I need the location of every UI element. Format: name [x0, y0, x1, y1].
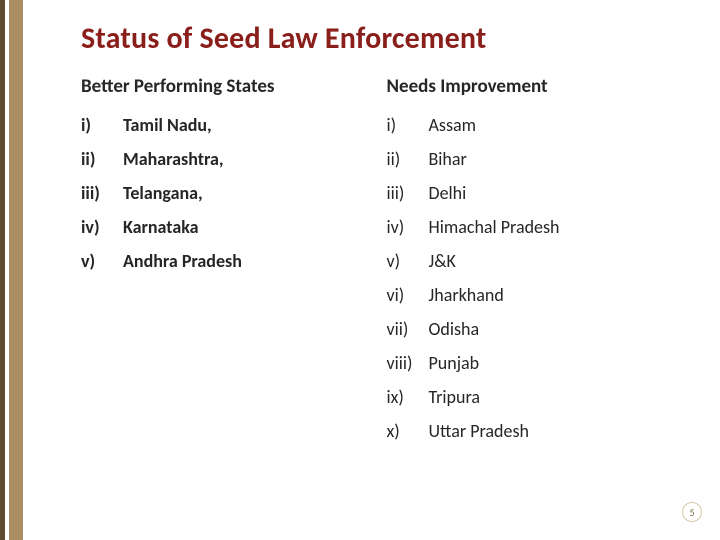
- col-better-performing: Better Performing States i) Tamil Nadu, …: [81, 75, 377, 448]
- page-number: 5: [682, 502, 702, 522]
- item-label: Delhi: [429, 184, 683, 202]
- list-item: v) J&K: [387, 244, 683, 278]
- list-item: iv) Karnataka: [81, 210, 377, 244]
- item-marker: viii): [387, 354, 429, 372]
- side-accent-thick: [9, 0, 23, 540]
- list-item: vi) Jharkhand: [387, 278, 683, 312]
- item-marker: i): [81, 116, 123, 134]
- list-item: ix) Tripura: [387, 380, 683, 414]
- item-marker: iii): [387, 184, 429, 202]
- item-marker: v): [387, 252, 429, 270]
- list-item: ii) Bihar: [387, 142, 683, 176]
- slide-body: Status of Seed Law Enforcement Better Pe…: [23, 0, 720, 540]
- item-marker: i): [387, 116, 429, 134]
- list-item: v) Andhra Pradesh: [81, 244, 377, 278]
- item-marker: iii): [81, 184, 123, 202]
- list-item: i) Assam: [387, 108, 683, 142]
- list-item: ii) Maharashtra,: [81, 142, 377, 176]
- item-marker: vii): [387, 320, 429, 338]
- item-marker: ii): [387, 150, 429, 168]
- item-label: Tripura: [429, 388, 683, 406]
- item-label: Himachal Pradesh: [429, 218, 683, 236]
- col-header-right: Needs Improvement: [387, 75, 683, 98]
- item-label: Telangana,: [123, 184, 377, 202]
- item-label: Punjab: [429, 354, 683, 372]
- item-label: Bihar: [429, 150, 683, 168]
- item-label: J&K: [429, 252, 683, 270]
- slide-title: Status of Seed Law Enforcement: [81, 20, 682, 57]
- item-label: Assam: [429, 116, 683, 134]
- col-needs-improvement: Needs Improvement i) Assam ii) Bihar iii…: [387, 75, 683, 448]
- item-marker: vi): [387, 286, 429, 304]
- item-marker: ii): [81, 150, 123, 168]
- item-marker: iv): [387, 218, 429, 236]
- item-label: Maharashtra,: [123, 150, 377, 168]
- item-label: Uttar Pradesh: [429, 422, 683, 440]
- item-label: Karnataka: [123, 218, 377, 236]
- item-marker: x): [387, 422, 429, 440]
- item-label: Tamil Nadu,: [123, 116, 377, 134]
- list-item: x) Uttar Pradesh: [387, 414, 683, 448]
- item-marker: v): [81, 252, 123, 270]
- columns: Better Performing States i) Tamil Nadu, …: [81, 75, 682, 448]
- list-item: iii) Delhi: [387, 176, 683, 210]
- col-header-left: Better Performing States: [81, 75, 377, 98]
- item-label: Odisha: [429, 320, 683, 338]
- item-marker: iv): [81, 218, 123, 236]
- item-label: Andhra Pradesh: [123, 252, 377, 270]
- item-label: Jharkhand: [429, 286, 683, 304]
- list-item: viii) Punjab: [387, 346, 683, 380]
- list-item: i) Tamil Nadu,: [81, 108, 377, 142]
- list-item: vii) Odisha: [387, 312, 683, 346]
- list-item: iii) Telangana,: [81, 176, 377, 210]
- item-marker: ix): [387, 388, 429, 406]
- list-item: iv) Himachal Pradesh: [387, 210, 683, 244]
- side-accent-bar: [0, 0, 23, 540]
